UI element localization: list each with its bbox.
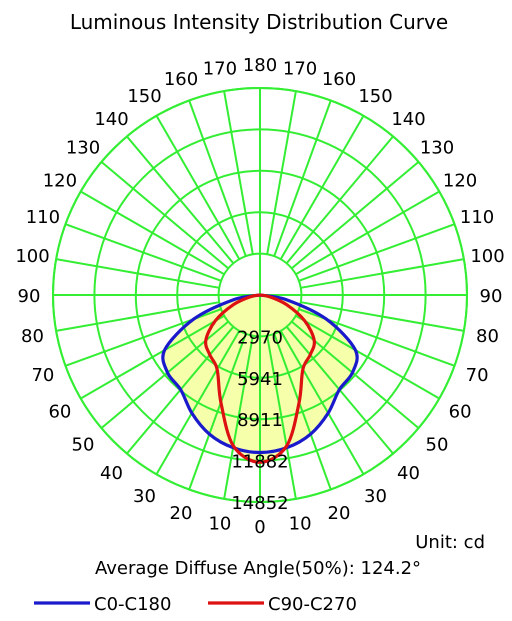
ring-label: 8911 bbox=[237, 410, 283, 431]
angle-label: 80 bbox=[476, 326, 499, 347]
angle-label: 20 bbox=[170, 503, 193, 524]
angle-label: 170 bbox=[203, 59, 237, 80]
grid-spoke-10r bbox=[266, 335, 297, 500]
grid-spoke-120l bbox=[80, 190, 225, 276]
angle-label: 140 bbox=[391, 109, 425, 130]
curves bbox=[161, 293, 359, 464]
angle-label: 120 bbox=[443, 171, 477, 192]
grid-spoke-20r bbox=[273, 333, 332, 490]
grid-spoke-80r bbox=[300, 301, 465, 332]
grid-spoke-130r bbox=[291, 161, 420, 270]
angle-label: 70 bbox=[31, 365, 54, 386]
grid-spoke-170r bbox=[266, 90, 297, 255]
grid-spoke-110r bbox=[298, 223, 455, 282]
angle-label: 110 bbox=[26, 207, 60, 228]
angle-label: 20 bbox=[328, 503, 351, 524]
angle-label: 40 bbox=[100, 463, 123, 484]
legend: C0-C180 C90-C270 bbox=[34, 594, 357, 615]
angle-label: 170 bbox=[283, 59, 317, 80]
angle-label: 120 bbox=[43, 171, 77, 192]
grid-spoke-60r bbox=[295, 314, 440, 400]
angle-label: 140 bbox=[94, 109, 128, 130]
angle-label: 50 bbox=[72, 435, 95, 456]
angle-label: 130 bbox=[420, 138, 454, 159]
grid-spoke-160r bbox=[273, 100, 332, 257]
angle-label: 80 bbox=[21, 326, 44, 347]
ring-labels: 2970 5941 8911 11882 14852 bbox=[231, 327, 288, 514]
angle-label: 10 bbox=[208, 514, 231, 535]
ring-label: 11882 bbox=[231, 452, 288, 473]
grid-spoke-140r bbox=[285, 135, 394, 264]
angle-label: 100 bbox=[470, 246, 504, 267]
grid-spoke-30l bbox=[155, 330, 241, 475]
grid-spoke-100r bbox=[300, 258, 465, 289]
polar-grid bbox=[52, 87, 468, 503]
grid-spoke-150l bbox=[155, 115, 241, 260]
angle-label: 160 bbox=[164, 69, 198, 90]
beam-angle-label: Average Diffuse Angle(50%): 124.2° bbox=[95, 558, 421, 579]
grid-spoke-110l bbox=[65, 223, 222, 282]
legend-label: C0-C180 bbox=[94, 594, 171, 615]
unit-label: Unit: cd bbox=[415, 532, 485, 553]
grid-spoke-140l bbox=[126, 135, 235, 264]
angle-label: 70 bbox=[466, 365, 489, 386]
angle-label: 150 bbox=[127, 86, 161, 107]
series-line-c90-c270 bbox=[204, 293, 316, 464]
angle-label: 60 bbox=[48, 402, 71, 423]
angle-label: 60 bbox=[449, 402, 472, 423]
chart-title: Luminous Intensity Distribution Curve bbox=[70, 10, 448, 34]
grid-spoke-80l bbox=[55, 301, 220, 332]
angle-label: 100 bbox=[15, 246, 49, 267]
grid-spoke-170l bbox=[223, 90, 254, 255]
grid-spoke-130l bbox=[100, 161, 229, 270]
grid-spoke-100l bbox=[55, 258, 220, 289]
grid-spoke-20l bbox=[188, 333, 247, 490]
grid-spoke-10l bbox=[223, 335, 254, 500]
ring-label: 5941 bbox=[237, 369, 283, 390]
angle-label: 90 bbox=[480, 286, 503, 307]
legend-label: C90-C270 bbox=[268, 594, 357, 615]
angle-label: 180 bbox=[243, 55, 277, 76]
angle-label: 40 bbox=[397, 463, 420, 484]
ring-label: 2970 bbox=[237, 327, 283, 348]
angle-label: 50 bbox=[426, 435, 449, 456]
angle-label: 30 bbox=[364, 486, 387, 507]
ring-label: 14852 bbox=[231, 493, 288, 514]
grid-spoke-120r bbox=[295, 190, 440, 276]
grid-spoke-160l bbox=[188, 100, 247, 257]
grid-spoke-150r bbox=[279, 115, 365, 260]
series-line-c0-c180 bbox=[161, 293, 359, 455]
angle-label: 90 bbox=[18, 286, 41, 307]
angle-label: 30 bbox=[133, 486, 156, 507]
grid-spoke-60l bbox=[80, 314, 225, 400]
angle-label: 130 bbox=[66, 138, 100, 159]
grid-spoke-30r bbox=[279, 330, 365, 475]
angle-label: 10 bbox=[289, 514, 312, 535]
angle-label: 0 bbox=[254, 517, 265, 538]
angle-label: 160 bbox=[322, 69, 356, 90]
angle-label: 110 bbox=[460, 207, 494, 228]
angle-label: 150 bbox=[358, 86, 392, 107]
